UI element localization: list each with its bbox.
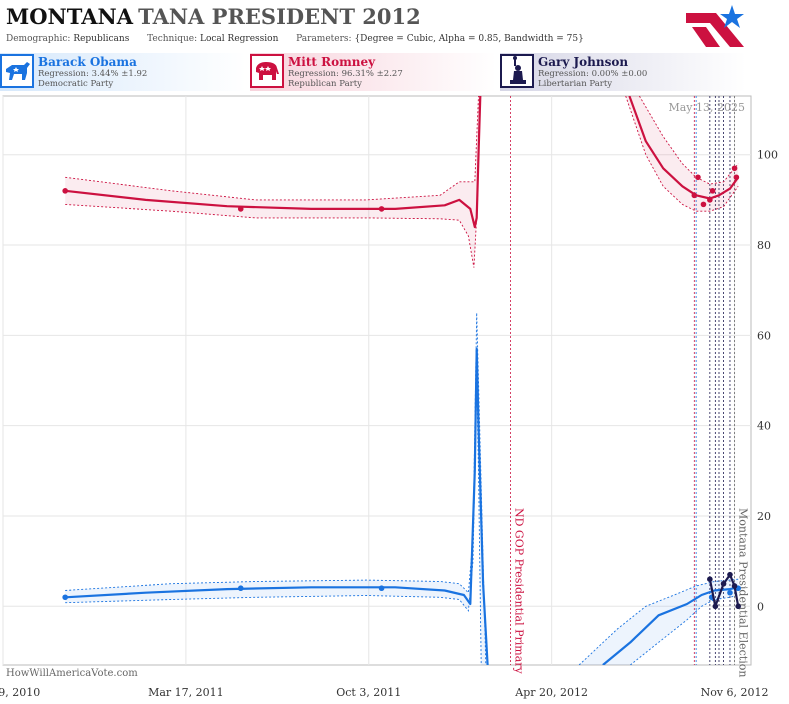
poll-point xyxy=(733,174,740,181)
site-logo-icon xyxy=(686,5,744,47)
current-date-label: May 13, 2025 xyxy=(668,101,745,114)
trend-line xyxy=(708,573,740,608)
poll-point xyxy=(237,585,244,592)
poll-point xyxy=(378,585,385,592)
x-tick-label: Apr 20, 2012 xyxy=(514,686,588,699)
confidence-lower xyxy=(625,96,739,212)
technique-value: Local Regression xyxy=(200,34,279,44)
candidate-party: Democratic Party xyxy=(38,79,114,89)
y-tick-label: 80 xyxy=(757,239,771,252)
poll-point xyxy=(727,589,733,596)
confidence-band xyxy=(65,96,480,268)
site-credit: HowWillAmericaVote.com xyxy=(6,668,138,679)
poll-point xyxy=(735,603,741,610)
candidate-party: Republican Party xyxy=(288,79,362,89)
page-title: MONTANA TANA PRESIDENT 2012 xyxy=(6,4,421,32)
y-tick-label: 100 xyxy=(757,149,778,162)
title-state: MONTANA xyxy=(6,4,133,29)
candidate-name: Gary Johnson xyxy=(538,55,629,69)
confidence-band xyxy=(65,312,486,665)
trend-line xyxy=(65,96,482,229)
poll-point xyxy=(691,192,698,199)
candidate-regression: Regression: 0.00% ±0.00 xyxy=(538,69,648,79)
poll-point xyxy=(62,188,68,194)
x-tick-label: Aug 29, 2010 xyxy=(0,686,40,699)
poll-point xyxy=(731,583,738,589)
parameters-label: Parameters: xyxy=(296,34,352,44)
confidence-lower xyxy=(630,594,739,665)
confidence-upper xyxy=(578,578,739,665)
candidate-name: Barack Obama xyxy=(38,55,137,69)
candidate-regression: Regression: 3.44% ±1.92 xyxy=(38,69,148,79)
confidence-upper xyxy=(65,96,479,201)
candidate-romney: Mitt Romney Regression: 96.31% ±2.27 Rep… xyxy=(250,53,496,91)
donkey-icon xyxy=(0,54,34,88)
y-tick-label: 0 xyxy=(757,600,764,613)
x-tick-label: Mar 17, 2011 xyxy=(148,686,224,699)
series-group xyxy=(62,96,741,665)
technique-label: Technique: xyxy=(147,34,198,44)
poll-point xyxy=(731,165,738,172)
parameters-value: {Degree = Cubic, Alpha = 0.85, Bandwidth… xyxy=(354,34,584,44)
poll-point xyxy=(707,576,713,582)
confidence-lower xyxy=(65,380,482,665)
elephant-icon xyxy=(250,54,284,88)
poll-point xyxy=(720,580,727,587)
poll-point xyxy=(709,188,716,194)
candidate-regression: Regression: 96.31% ±2.27 xyxy=(288,69,403,79)
poll-point xyxy=(237,206,244,212)
y-tick-label: 20 xyxy=(757,510,771,523)
trend-line xyxy=(65,347,489,665)
confidence-band xyxy=(625,96,739,212)
candidate-name: Mitt Romney xyxy=(288,55,376,69)
event-label: Montana Presidential Election xyxy=(737,508,750,677)
statue-of-liberty-icon xyxy=(500,54,534,88)
event-label: ND GOP Presidential Primary xyxy=(513,508,526,675)
y-tick-label: 60 xyxy=(757,329,771,342)
poll-point xyxy=(700,201,707,208)
poll-point xyxy=(62,594,68,601)
candidate-party: Libertarian Party xyxy=(538,79,613,89)
poll-point xyxy=(712,603,719,610)
poll-point xyxy=(727,571,733,578)
poll-point xyxy=(695,174,701,181)
confidence-upper xyxy=(639,96,739,185)
candidate-obama: Barack Obama Regression: 3.44% ±1.92 Dem… xyxy=(0,53,246,91)
poll-point xyxy=(378,206,385,212)
title-race: TANA PRESIDENT 2012 xyxy=(138,4,421,29)
plot-frame xyxy=(2,95,752,666)
confidence-upper xyxy=(65,312,487,665)
demographic-label: Demographic: xyxy=(6,34,71,44)
x-tick-label: Nov 6, 2012 xyxy=(701,686,769,699)
demographic-value: Republicans xyxy=(73,34,130,44)
candidate-johnson: Gary Johnson Regression: 0.00% ±0.00 Lib… xyxy=(500,53,746,91)
confidence-lower xyxy=(65,96,480,268)
parameters-row: Demographic: Republicans Technique: Loca… xyxy=(6,34,584,44)
x-tick-label: Oct 3, 2011 xyxy=(336,686,401,699)
y-tick-label: 40 xyxy=(757,420,771,433)
poll-point xyxy=(707,197,713,203)
confidence-band xyxy=(579,579,739,665)
trend-line xyxy=(602,586,739,665)
